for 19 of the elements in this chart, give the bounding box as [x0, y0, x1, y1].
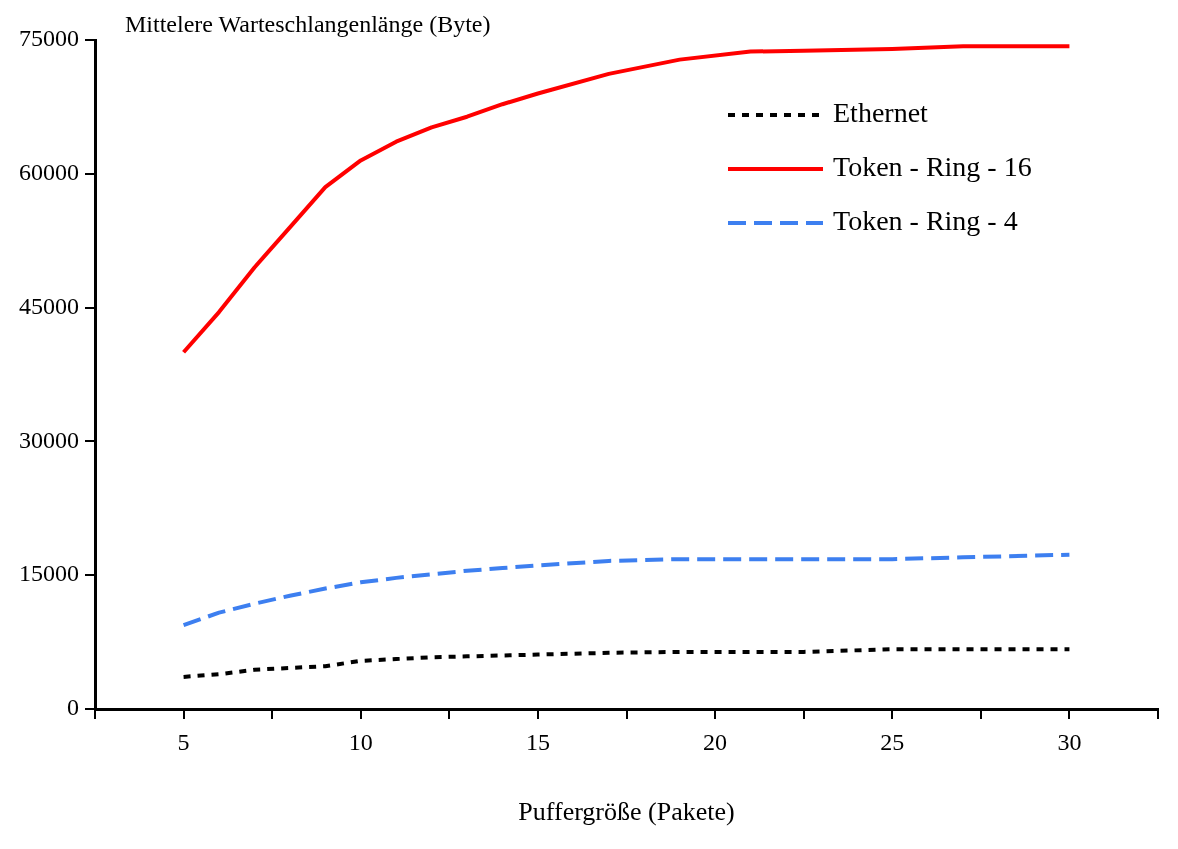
x-tick-label: 20: [703, 728, 728, 755]
x-tick-label: 25: [880, 728, 905, 755]
legend-label: Token - Ring - 4: [833, 205, 1018, 237]
y-tick-label: 45000: [19, 292, 79, 319]
x-tick-label: 30: [1057, 728, 1082, 755]
line-series: [181, 647, 1072, 679]
x-tick-label: 15: [525, 728, 550, 755]
line-series: [181, 552, 1072, 628]
x-tick-label: 10: [348, 728, 373, 755]
x-tick-label: 5: [177, 728, 190, 755]
y-tick-label: 0: [67, 694, 79, 721]
legend-label: Ethernet: [833, 97, 929, 129]
y-tick-label: 30000: [19, 426, 79, 453]
legend-label: Token - Ring - 16: [833, 151, 1032, 183]
x-axis-title: Puffergröße (Pakete): [518, 797, 735, 827]
y-tick-label: 75000: [19, 25, 79, 52]
y-tick-label: 60000: [19, 159, 79, 186]
y-tick-label: 15000: [19, 560, 79, 587]
y-axis-title: Mittelere Warteschlangenlänge (Byte): [125, 11, 491, 38]
